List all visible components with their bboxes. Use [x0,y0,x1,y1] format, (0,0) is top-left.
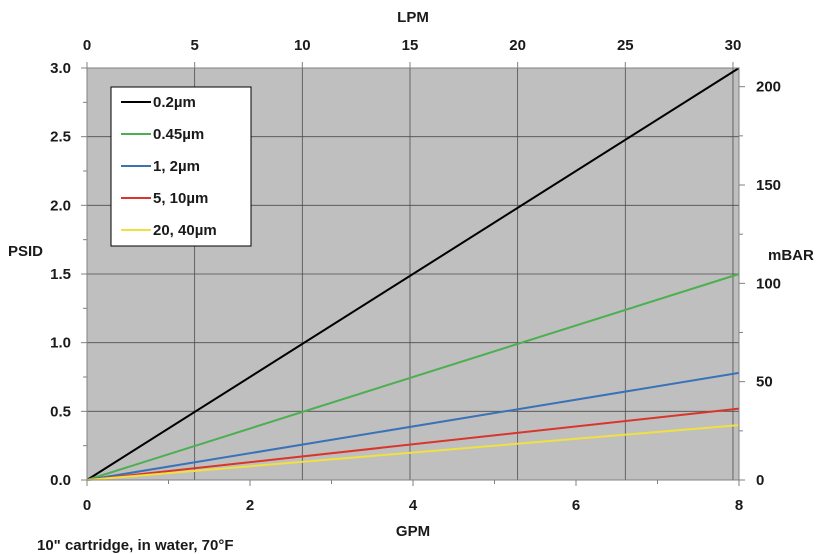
x-tick-label: 6 [572,497,580,514]
y-axis-title: PSID [8,243,43,260]
y-tick-label: 1.5 [50,266,71,283]
legend-label: 20, 40µm [153,222,217,239]
x2-tick-label: 15 [402,37,419,54]
series-line [86,273,740,481]
legend-label: 0.45µm [153,126,204,143]
y2-axis-title: mBAR [768,247,814,264]
x2-tick-label: 10 [294,37,311,54]
series-line [86,407,740,481]
y-tick-label: 1.0 [50,335,71,352]
x2-tick-label: 0 [83,37,91,54]
y-tick-label: 2.0 [50,197,71,214]
y2-tick-label: 0 [756,472,764,489]
legend-label: 1, 2µm [153,158,200,175]
y-tick-label: 3.0 [50,60,71,77]
x-tick-label: 2 [246,497,254,514]
y2-tick-label: 50 [756,374,773,391]
x-tick-label: 4 [409,497,418,514]
x-tick-label: 8 [735,497,743,514]
series-line [86,424,740,481]
legend-label: 5, 10µm [153,190,208,207]
y2-tick-label: 150 [756,177,781,194]
x2-tick-label: 20 [509,37,526,54]
y-tick-label: 0.0 [50,472,71,489]
x2-axis-title: LPM [397,9,429,26]
x2-tick-label: 5 [190,37,198,54]
y-tick-label: 2.5 [50,129,71,146]
y2-tick-label: 100 [756,275,781,292]
x-axis-title: GPM [396,523,430,540]
y-tick-label: 0.5 [50,403,71,420]
series-line [86,67,740,481]
x2-tick-label: 25 [617,37,634,54]
chart-note: 10" cartridge, in water, 70°F [37,537,234,554]
legend-label: 0.2µm [153,94,196,111]
axis-ticks: 0.00.51.01.52.02.53.00 5 10 15 20 25 300 2 4 6 805… [50,37,781,514]
series-line [86,371,740,481]
y2-tick-label: 200 [756,79,781,96]
x-tick-label: 0 [83,497,91,514]
series-lines [86,67,740,481]
x2-tick-label: 30 [725,37,742,54]
legend: 0.2µm 0.45µm 1, 2µm 5, 10µm 20, 40µm [110,86,252,247]
